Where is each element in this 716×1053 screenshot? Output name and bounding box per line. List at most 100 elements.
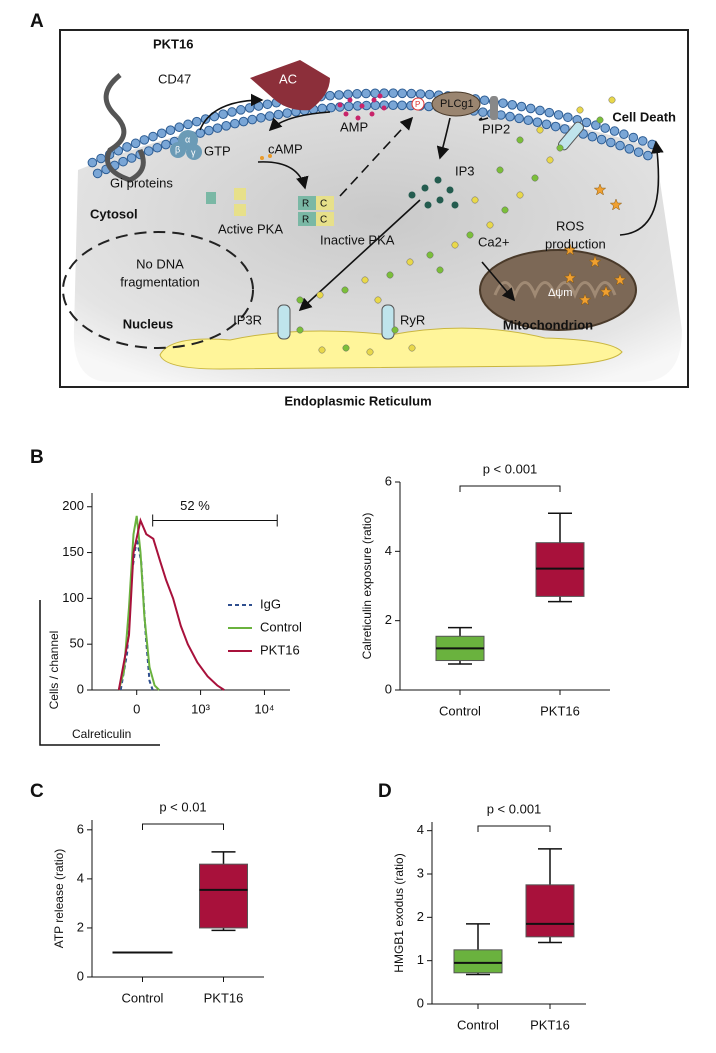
active-pka [234,188,246,200]
diagram-label: PKT16 [153,36,193,51]
significance-bracket [143,824,224,830]
y-tick-label: 0 [385,681,392,696]
lipid [157,129,166,138]
lipid [616,141,625,150]
diagram-label: PLCg1 [440,98,474,110]
whisker-low [538,937,562,943]
diagram-label: No DNA [136,256,184,271]
y-axis-label: ATP release (ratio) [52,849,66,949]
lipid [265,112,274,121]
series-line [119,516,159,690]
lipid [131,139,140,148]
x-tick-label: 10⁴ [254,701,274,716]
x-axis-label: Calreticulin [72,727,131,741]
calcium [557,145,563,151]
lipid [219,110,228,119]
whisker-high [548,513,572,542]
lipid [344,90,353,99]
y-tick-label: 200 [62,498,84,513]
lipid [389,101,398,110]
panel-label: C [30,781,44,802]
whisker-high [448,628,472,637]
lipid [610,127,619,136]
y-tick-label: 2 [417,909,424,924]
calcium [297,297,303,303]
calcium [407,259,413,265]
panel-label: A [30,11,44,32]
diagram-label: GTP [204,143,231,158]
lipid [407,89,416,98]
calcium [343,345,349,351]
ip3 [435,177,442,184]
lipid [524,116,533,125]
calcium [577,107,583,113]
diagram-label: Endoplasmic Reticulum [284,393,431,408]
lipid [588,132,597,141]
lipid [389,89,398,98]
lipid [318,104,327,113]
y-axis-label: HMGB1 exodus (ratio) [392,853,406,972]
lipid [398,89,407,98]
lipid [245,104,254,113]
lipid [344,102,353,111]
lipid [257,113,266,122]
y-tick-label: 1 [417,952,424,967]
amp [348,98,353,103]
amp [370,112,375,117]
lipid [607,138,616,147]
calcium [597,117,603,123]
ip3r-channel [278,305,290,339]
significance-bracket [460,486,560,492]
lipid [93,169,102,178]
diagram-label: C [320,199,327,210]
amp [360,104,365,109]
y-tick-label: 6 [77,821,84,836]
y-tick-label: 0 [77,681,84,696]
lipid [564,113,573,122]
ip3 [452,202,459,209]
lipid [371,101,380,110]
lipid [644,151,653,160]
calcium [532,175,538,181]
y-tick-label: 6 [385,473,392,488]
calcium [517,137,523,143]
calcium [319,347,325,353]
lipid [480,96,489,105]
lipid [416,90,425,99]
x-tick-label: PKT16 [204,990,244,1005]
calcium [342,287,348,293]
series-line [119,521,224,691]
lipid [353,90,362,99]
x-tick-label: PKT16 [540,703,580,718]
lipid [629,133,638,142]
lipid [237,106,246,115]
lipid [175,123,184,132]
diagram-label: Δψm [548,287,572,299]
lipid [648,140,657,149]
y-axis-label: Calreticulin exposure (ratio) [360,513,374,660]
lipid [533,118,542,127]
diagram-label: Mitochondrion [503,317,593,332]
active-pka [206,192,216,204]
lipid [545,108,554,117]
calcium [297,327,303,333]
lipid [327,103,336,112]
diagram-label: R [302,215,309,226]
diagram-label: AC [279,71,297,86]
lipid [536,106,545,115]
diagram-label: production [545,236,606,251]
x-tick-label: 0 [133,701,140,716]
ip3 [409,192,416,199]
diagram-label: β [175,144,180,154]
ip3 [422,185,429,192]
diagram-label: Cytosol [90,206,138,221]
lipid [144,147,153,156]
lipid [634,148,643,157]
lipid [638,137,647,146]
box [200,864,248,928]
ip3 [447,187,454,194]
lipid [425,90,434,99]
y-tick-label: 4 [385,543,392,558]
lipid [153,143,162,152]
calcium [537,127,543,133]
